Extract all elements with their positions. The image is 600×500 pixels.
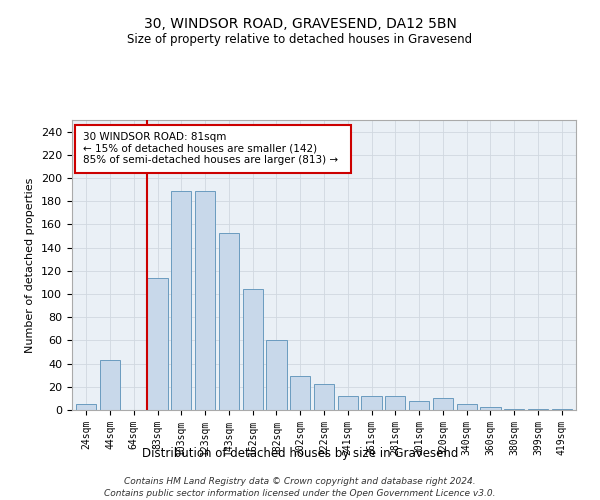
Bar: [528, 409, 548, 410]
Text: 30 WINDSOR ROAD: 81sqm
← 15% of detached houses are smaller (142)
85% of semi-de: 30 WINDSOR ROAD: 81sqm ← 15% of detached…: [83, 132, 338, 164]
Bar: [314, 384, 334, 410]
Bar: [433, 398, 453, 410]
Bar: [266, 340, 287, 410]
Bar: [385, 396, 406, 410]
Text: Contains HM Land Registry data © Crown copyright and database right 2024.: Contains HM Land Registry data © Crown c…: [124, 478, 476, 486]
Bar: [504, 409, 524, 410]
Bar: [361, 396, 382, 410]
Bar: [409, 400, 429, 410]
Bar: [100, 360, 120, 410]
Text: Size of property relative to detached houses in Gravesend: Size of property relative to detached ho…: [127, 32, 473, 46]
Bar: [219, 232, 239, 410]
Bar: [481, 406, 500, 410]
Bar: [242, 290, 263, 410]
Bar: [171, 191, 191, 410]
Bar: [290, 376, 310, 410]
Y-axis label: Number of detached properties: Number of detached properties: [25, 178, 35, 352]
Bar: [148, 278, 167, 410]
Text: Distribution of detached houses by size in Gravesend: Distribution of detached houses by size …: [142, 448, 458, 460]
Bar: [195, 191, 215, 410]
Bar: [338, 396, 358, 410]
Bar: [457, 404, 477, 410]
Text: Contains public sector information licensed under the Open Government Licence v3: Contains public sector information licen…: [104, 489, 496, 498]
Bar: [76, 404, 97, 410]
Text: 30, WINDSOR ROAD, GRAVESEND, DA12 5BN: 30, WINDSOR ROAD, GRAVESEND, DA12 5BN: [143, 18, 457, 32]
Bar: [551, 409, 572, 410]
